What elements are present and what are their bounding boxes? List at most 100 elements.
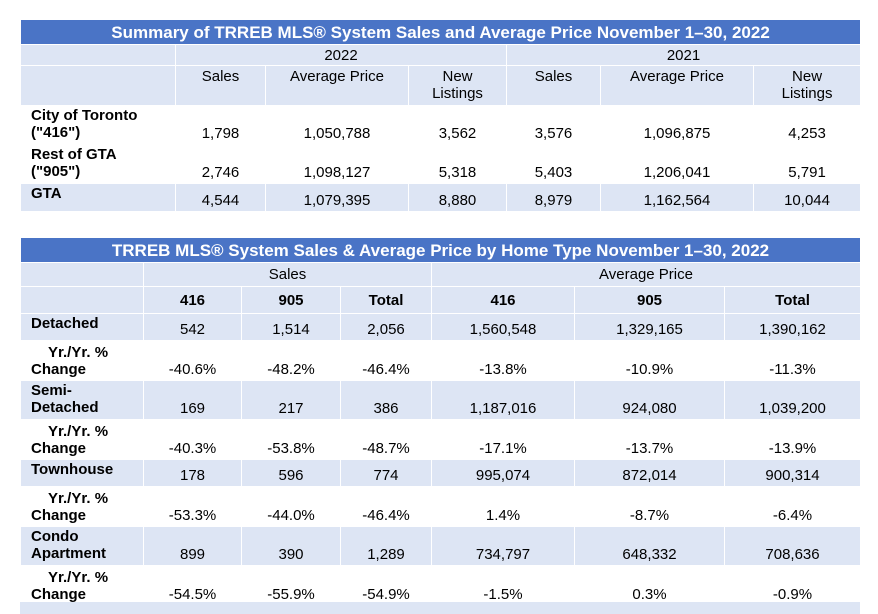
cell: 734,797 (431, 526, 575, 566)
cell: 4,544 (175, 183, 266, 212)
table-row: Rest of GTA ("905") 2,746 1,098,127 5,318… (20, 144, 862, 184)
cell: 5,318 (408, 144, 507, 184)
cell: -40.3% (143, 419, 242, 460)
cell: 648,332 (574, 526, 725, 566)
summary-title: Summary of TRREB MLS® System Sales and A… (19, 19, 862, 45)
table-row: Yr./Yr. % Change -53.3% -44.0% -46.4% 1.4… (20, 486, 862, 527)
cell: -48.2% (241, 340, 341, 381)
cell: 1,098,127 (265, 144, 409, 184)
new-listings-header: New Listings (408, 65, 507, 106)
cell: -10.9% (574, 340, 725, 381)
cell: 217 (241, 380, 341, 420)
col-header: Total (723, 286, 862, 314)
table-row: Yr./Yr. % Change -40.3% -53.8% -48.7% -17… (20, 419, 862, 460)
cell: 8,979 (506, 183, 601, 212)
avg-price-header: Average Price (265, 65, 409, 106)
cell: 924,080 (574, 380, 725, 420)
table-row: Yr./Yr. % Change -54.5% -55.9% -54.9% -1.… (20, 565, 862, 606)
cell: 1,050,788 (265, 105, 409, 145)
cell: 169 (143, 380, 242, 420)
cell: -11.3% (723, 340, 862, 381)
table-row: City of Toronto ("416") 1,798 1,050,788 3… (20, 105, 862, 145)
home-type-table: TRREB MLS® System Sales & Average Price … (19, 237, 862, 606)
cell: 0.3% (574, 565, 725, 606)
cell: -44.0% (241, 486, 341, 527)
cell: -53.3% (143, 486, 242, 527)
new-listings-header: New Listings (752, 65, 862, 106)
table-row: Semi- Detached 169 217 386 1,187,016 924,… (20, 380, 862, 420)
cell: 5,791 (752, 144, 862, 184)
row-label: Semi- Detached (20, 380, 144, 420)
cell: 3,576 (506, 105, 601, 145)
cell: 1.4% (431, 486, 575, 527)
col-header: Total (340, 286, 432, 314)
avg-price-header: Average Price (600, 65, 754, 106)
cell: 2,746 (175, 144, 266, 184)
cell: 178 (143, 459, 242, 487)
row-label: Townhouse (20, 459, 144, 487)
row-label: Rest of GTA ("905") (20, 144, 176, 184)
sales-header: Sales (175, 65, 266, 106)
year-2022-header: 2022 (175, 44, 507, 66)
row-label: Detached (20, 313, 144, 341)
home-type-title: TRREB MLS® System Sales & Average Price … (19, 237, 862, 263)
cell: 774 (340, 459, 432, 487)
col-header: 416 (431, 286, 575, 314)
cell: 4,253 (752, 105, 862, 145)
cell: 390 (241, 526, 341, 566)
cell: 3,562 (408, 105, 507, 145)
avg-price-group-header: Average Price (430, 262, 862, 287)
cell: 995,074 (431, 459, 575, 487)
sales-header: Sales (506, 65, 601, 106)
table-row: GTA 4,544 1,079,395 8,880 8,979 1,162,56… (20, 183, 862, 212)
cell: 5,403 (506, 144, 601, 184)
table-continuation (20, 602, 860, 614)
cell: -53.8% (241, 419, 341, 460)
summary-table: Summary of TRREB MLS® System Sales and A… (19, 19, 862, 212)
yoy-label: Yr./Yr. % Change (20, 419, 144, 460)
cell: -13.7% (574, 419, 725, 460)
cell: -40.6% (143, 340, 242, 381)
table-row: Detached 542 1,514 2,056 1,560,548 1,329… (20, 313, 862, 341)
col-header: 905 (574, 286, 725, 314)
cell: 1,079,395 (265, 183, 409, 212)
cell: 1,560,548 (431, 313, 575, 341)
cell: -54.9% (340, 565, 432, 606)
cell: 596 (241, 459, 341, 487)
table-row: Condo Apartment 899 390 1,289 734,797 648… (20, 526, 862, 566)
row-label: GTA (20, 183, 176, 212)
cell: -13.8% (431, 340, 575, 381)
cell: -46.4% (340, 486, 432, 527)
year-2021-header: 2021 (505, 44, 862, 66)
cell: 1,289 (340, 526, 432, 566)
yoy-label: Yr./Yr. % Change (20, 565, 144, 606)
cell: 542 (143, 313, 242, 341)
corner-cell (20, 44, 176, 66)
cell: 386 (340, 380, 432, 420)
row-label: City of Toronto ("416") (20, 105, 176, 145)
table-row: Townhouse 178 596 774 995,074 872,014 90… (20, 459, 862, 487)
sales-group-header: Sales (143, 262, 432, 287)
cell: 1,798 (175, 105, 266, 145)
cell: 10,044 (752, 183, 862, 212)
cell: 1,514 (241, 313, 341, 341)
cell: -13.9% (723, 419, 862, 460)
cell: 2,056 (340, 313, 432, 341)
cell: 708,636 (723, 526, 862, 566)
cell: -55.9% (241, 565, 341, 606)
cell: 1,329,165 (574, 313, 725, 341)
table-row: Yr./Yr. % Change -40.6% -48.2% -46.4% -13… (20, 340, 862, 381)
yoy-label: Yr./Yr. % Change (20, 340, 144, 381)
cell: 1,390,162 (723, 313, 862, 341)
cell: 8,880 (408, 183, 507, 212)
cell: 1,039,200 (723, 380, 862, 420)
cell: 1,206,041 (600, 144, 754, 184)
cell: 1,187,016 (431, 380, 575, 420)
cell: 900,314 (723, 459, 862, 487)
cell: -48.7% (340, 419, 432, 460)
cell: -1.5% (431, 565, 575, 606)
cell: -17.1% (431, 419, 575, 460)
cell: -46.4% (340, 340, 432, 381)
col-header: 416 (143, 286, 242, 314)
cell: -8.7% (574, 486, 725, 527)
